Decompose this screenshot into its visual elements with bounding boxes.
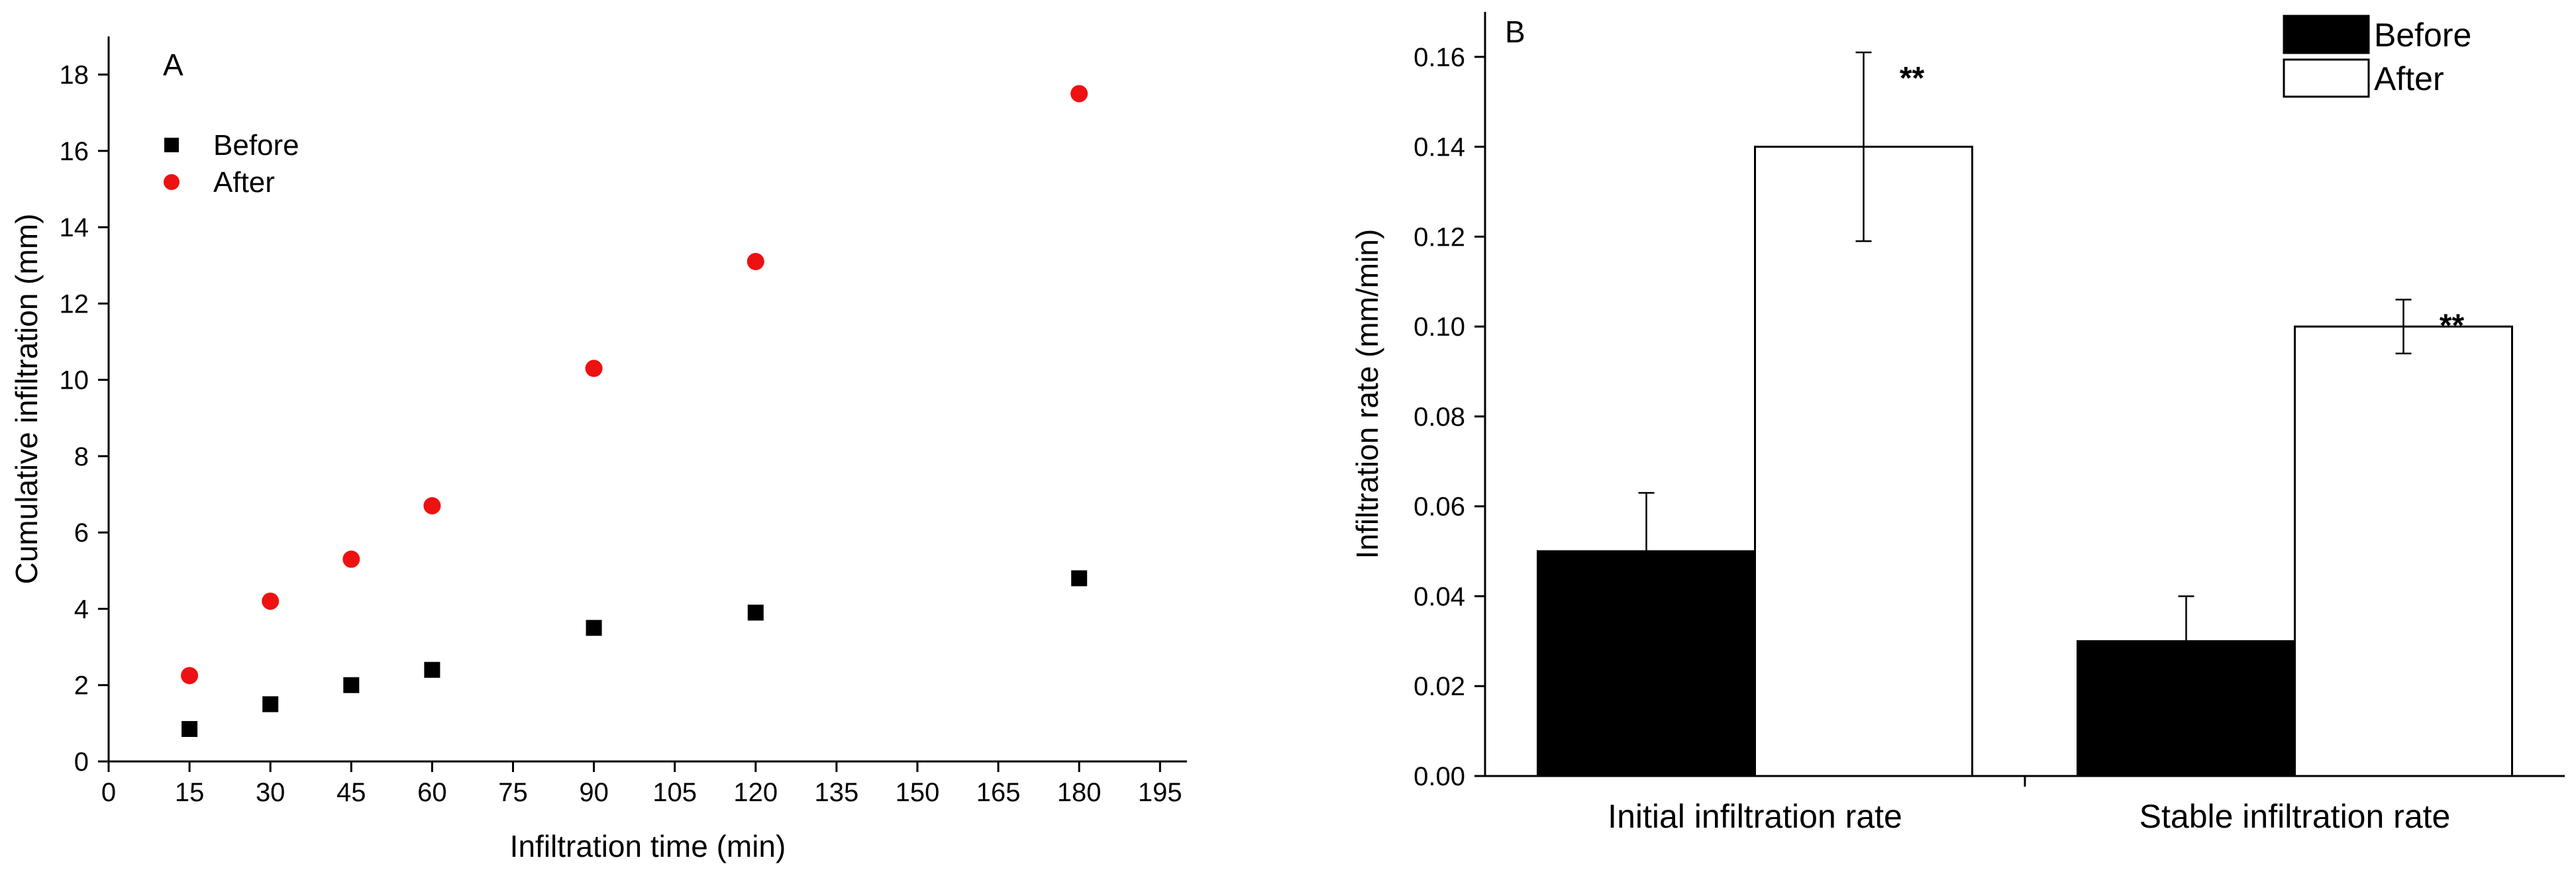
y-tick-label: 0.14 — [1414, 133, 1465, 162]
scatter-axes — [107, 36, 1187, 763]
y-tick-label: 12 — [60, 289, 89, 318]
point-after — [262, 592, 280, 610]
x-tick-label: 180 — [1057, 778, 1102, 807]
y-tick-label: 10 — [60, 366, 89, 395]
point-after — [423, 497, 441, 514]
y-tick-label: 0.04 — [1414, 582, 1465, 611]
y-tick-label: 16 — [60, 137, 89, 166]
point-after — [747, 253, 764, 271]
point-after — [1070, 85, 1088, 103]
bar-after-initial — [1754, 146, 1973, 777]
y-tick-label: 0.16 — [1414, 43, 1465, 72]
y-tick-label: 0.00 — [1414, 762, 1465, 791]
x-tick-label: 45 — [336, 778, 366, 807]
x-tick-label: 150 — [896, 778, 940, 807]
bar-after-stable — [2294, 325, 2513, 777]
bar-y-axis-title: Infiltration rate (mm/min) — [1350, 229, 1384, 559]
scatter-y-ticks: 0 2 4 6 8 10 12 14 16 18 — [60, 61, 109, 777]
scatter-x-axis-title: Infiltration time (min) — [510, 829, 786, 863]
bar-category-labels: Initial infiltration rate Stable infiltr… — [1608, 798, 2450, 835]
scatter-x-ticks: 0 15 30 45 60 75 90 105 120 135 150 165 180 195 — [101, 761, 1182, 807]
panel-label-a: A — [163, 48, 183, 82]
x-tick-label: 90 — [579, 778, 609, 807]
scatter-points — [181, 85, 1088, 738]
legend-after-label: After — [213, 166, 275, 199]
x-tick-label: 0 — [101, 778, 116, 807]
x-tick-label: 60 — [417, 778, 447, 807]
point-after — [181, 667, 199, 685]
x-tick-label: 195 — [1138, 778, 1182, 807]
legend-after-marker — [164, 174, 180, 190]
x-tick-label: 75 — [498, 778, 528, 807]
scatter-y-axis-title: Cumulative infiltration (mm) — [9, 214, 44, 585]
legend-before-label: Before — [2374, 17, 2471, 54]
scatter-legend: Before After — [164, 129, 299, 199]
significance-label: ** — [2440, 308, 2465, 343]
bar-legend: Before After — [2283, 15, 2471, 98]
point-after — [585, 360, 603, 377]
x-tick-label: 30 — [256, 778, 285, 807]
bar-y-ticks: 0.00 0.02 0.04 0.06 0.08 0.10 0.12 0.14 0.16 — [1414, 43, 1485, 791]
legend-before-swatch — [2283, 15, 2370, 54]
point-before — [586, 620, 602, 636]
legend-after-swatch — [2283, 58, 2370, 98]
y-tick-label: 4 — [74, 595, 89, 624]
panel-label-b: B — [1505, 15, 1525, 49]
x-tick-label: 135 — [815, 778, 859, 807]
x-tick-label: 120 — [733, 778, 778, 807]
point-before — [262, 696, 279, 712]
y-tick-label: 0.02 — [1414, 672, 1465, 701]
bar-panel-b: 0.000.020.040.060.080.100.120.140.16 ***… — [1350, 12, 2565, 835]
point-after — [342, 550, 360, 568]
point-before — [181, 721, 198, 738]
legend-before-marker — [164, 138, 179, 152]
category-label-initial: Initial infiltration rate — [1608, 798, 1902, 835]
y-tick-label: 8 — [74, 442, 89, 471]
legend-before-label: Before — [213, 129, 299, 162]
bar-marks — [1537, 146, 2513, 777]
legend-after-label: After — [2374, 60, 2444, 97]
y-tick-label: 0.08 — [1414, 403, 1465, 432]
bar-error-bars — [1638, 51, 2412, 687]
y-tick-label: 0.12 — [1414, 222, 1465, 252]
x-tick-label: 15 — [175, 778, 205, 807]
point-before — [424, 661, 440, 678]
x-tick-label: 105 — [652, 778, 697, 807]
y-tick-label: 0.06 — [1414, 493, 1465, 522]
x-tick-label: 165 — [976, 778, 1021, 807]
category-label-stable: Stable infiltration rate — [2139, 798, 2451, 835]
point-before — [747, 605, 764, 621]
significance-label: ** — [1900, 61, 1925, 96]
scatter-panel-a: 0 15 30 45 60 75 90 105 120 135 150 165 180 195 0 2 4 6 8… — [9, 36, 1187, 863]
bar-annotations: ** ** — [1900, 61, 2465, 343]
point-before — [343, 677, 360, 693]
y-tick-label: 2 — [74, 671, 89, 701]
y-tick-label: 18 — [60, 61, 89, 90]
y-tick-label: 6 — [74, 518, 89, 548]
point-before — [1071, 570, 1088, 587]
y-tick-label: 0 — [74, 748, 89, 777]
y-tick-label: 14 — [60, 213, 89, 242]
y-tick-label: 0.10 — [1414, 313, 1465, 342]
